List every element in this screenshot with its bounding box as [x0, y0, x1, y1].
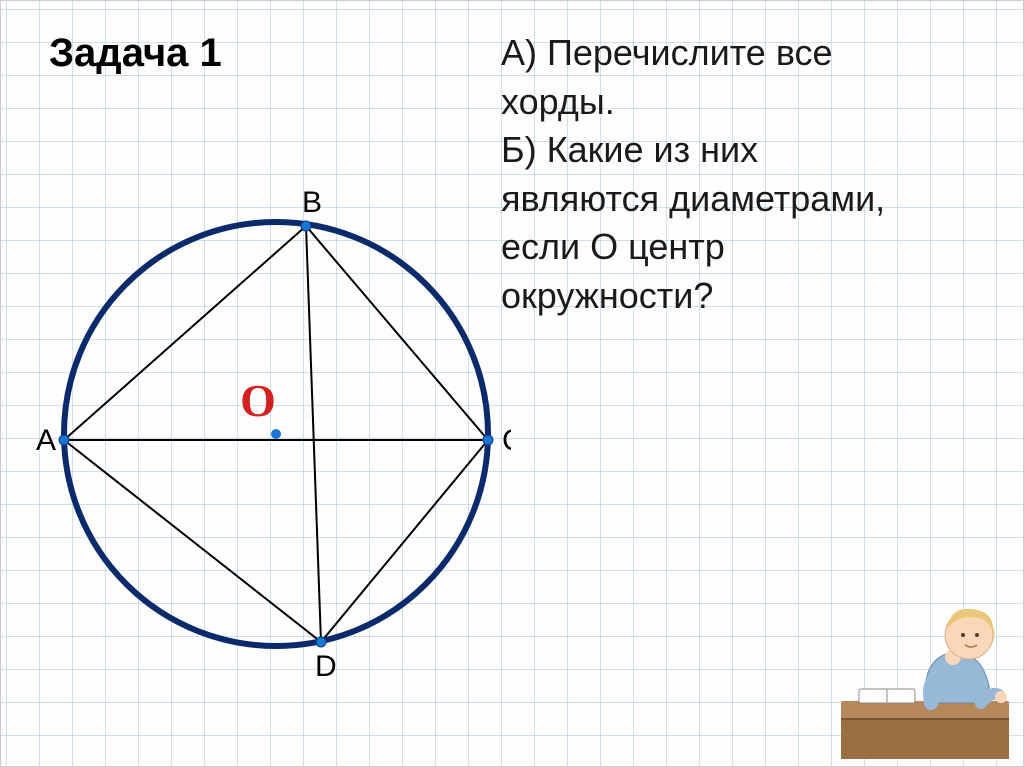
slide: Задача 1 А) Перечислите все хорды. Б) Ка…: [0, 0, 1024, 767]
problem-title: Задача 1: [49, 31, 222, 76]
question-text: А) Перечислите все хорды. Б) Какие из ни…: [501, 29, 885, 321]
question-line: Б) Какие из них: [501, 126, 885, 175]
question-line: окружности?: [501, 272, 885, 321]
question-line: А) Перечислите все: [501, 29, 885, 78]
student-character-icon: [831, 591, 1011, 761]
svg-text:A: A: [36, 424, 56, 457]
question-line: являются диаметрами,: [501, 175, 885, 224]
question-line: если О центр: [501, 223, 885, 272]
question-line: хорды.: [501, 78, 885, 127]
svg-text:D: D: [315, 650, 337, 683]
geometry-diagram: O A B C D: [31, 131, 511, 691]
svg-text:B: B: [302, 186, 322, 219]
svg-text:C: C: [502, 424, 511, 457]
svg-text:O: O: [240, 375, 276, 426]
